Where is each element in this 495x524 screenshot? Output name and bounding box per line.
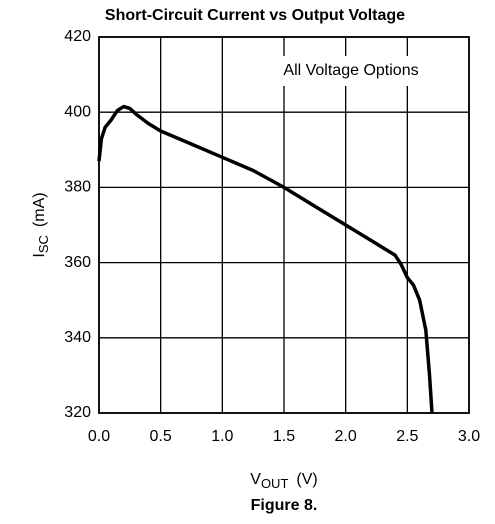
x-axis-label: VOUT (V) [250,471,317,491]
x-tick-label: 2.5 [396,428,418,445]
y-tick-label: 420 [64,28,91,45]
x-tick-label: 3.0 [458,428,480,445]
x-tick-label: 0.5 [150,428,172,445]
y-axis-label-part: SC [36,235,51,253]
annotation-bg [252,56,450,86]
x-axis-label-part: V [250,471,261,488]
caption: Figure 8. [251,497,318,514]
chart-title: Short-Circuit Current vs Output Voltage [105,7,405,24]
x-tick-label: 2.0 [335,428,357,445]
y-axis-label: ISC (mA) [31,192,51,257]
y-tick-label: 340 [64,329,91,346]
y-tick-label: 380 [64,179,91,196]
x-axis-label-part: OUT [261,476,289,491]
x-tick-label: 1.0 [211,428,233,445]
y-tick-label: 400 [64,103,91,120]
y-tick-label: 360 [64,254,91,271]
x-tick-label: 0.0 [88,428,110,445]
y-axis-label-part: (mA) [31,192,48,227]
plot-frame [98,36,470,414]
data-line [97,104,434,414]
y-axis-label-part: I [31,253,48,257]
y-tick-label: 320 [64,404,91,421]
x-axis-label-part: (V) [296,471,317,488]
x-tick-label: 1.5 [273,428,295,445]
annotation: All Voltage Options [283,62,418,79]
